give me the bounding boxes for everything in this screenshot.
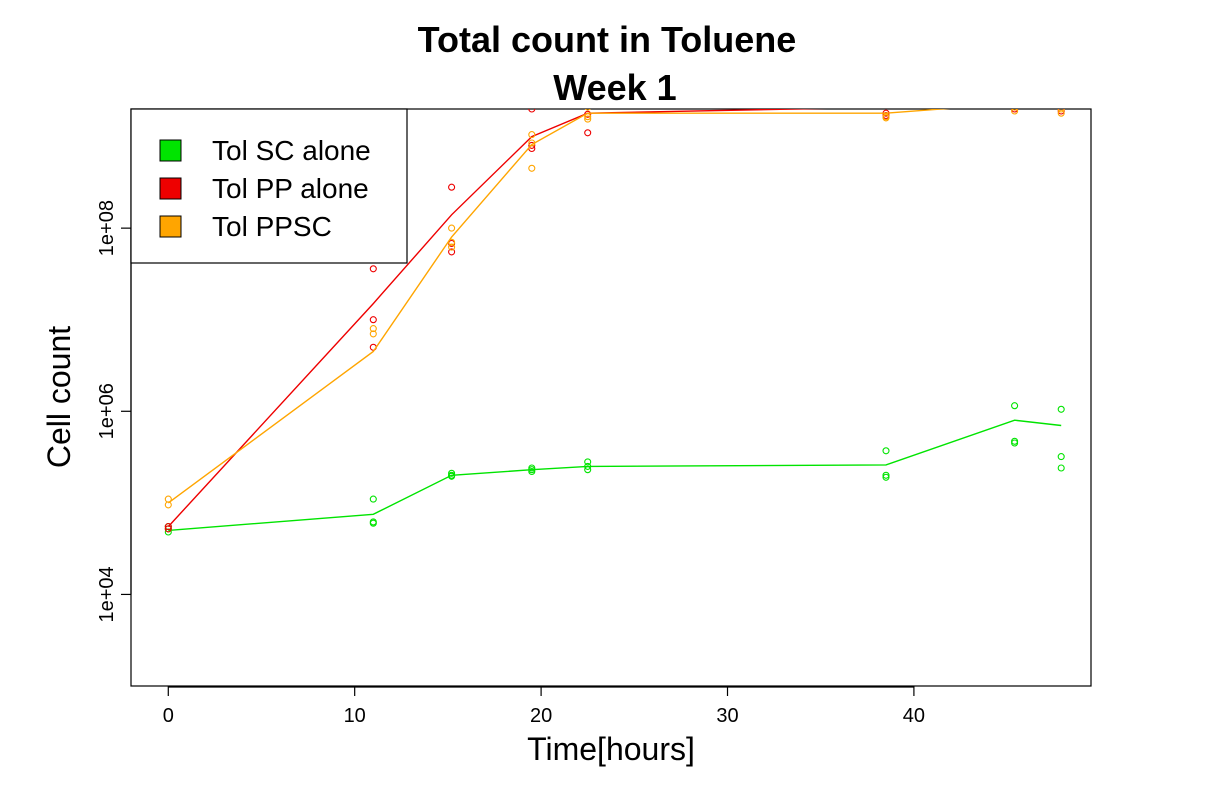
data-point xyxy=(584,109,591,111)
data-point xyxy=(164,525,172,533)
data-point xyxy=(1011,402,1019,410)
data-point xyxy=(164,523,172,531)
data-point xyxy=(528,131,536,139)
data-point xyxy=(369,325,377,333)
x-tick-label: 40 xyxy=(903,705,925,727)
legend-label: Tol SC alone xyxy=(212,135,371,166)
x-tick-label: 0 xyxy=(163,705,174,727)
legend: Tol SC alone Tol PP alone Tol PPSC xyxy=(130,108,408,264)
data-point xyxy=(448,248,456,256)
data-point xyxy=(448,243,456,251)
data-point xyxy=(584,115,592,123)
data-point xyxy=(528,464,536,472)
legend-swatch xyxy=(159,215,182,238)
data-point xyxy=(584,113,592,121)
y-tick-label: 1e+04 xyxy=(96,566,118,622)
data-point xyxy=(1011,109,1018,111)
data-point xyxy=(882,447,890,455)
x-tick-label: 20 xyxy=(530,705,552,727)
series-3 xyxy=(164,90,1065,509)
data-point xyxy=(1011,109,1019,115)
series-line xyxy=(167,109,828,528)
y-tick-label: 1e+08 xyxy=(96,200,118,256)
data-point xyxy=(369,265,377,273)
series-line xyxy=(168,419,1062,532)
data-point xyxy=(584,129,592,137)
data-point xyxy=(882,114,890,122)
data-point xyxy=(882,473,890,481)
data-point xyxy=(1058,78,1064,84)
data-point xyxy=(882,471,890,479)
x-tick-label: 10 xyxy=(344,705,366,727)
data-point xyxy=(1057,464,1065,472)
data-point xyxy=(528,139,536,147)
x-axis-title: Time[hours] xyxy=(527,731,695,767)
chart-title: Total count in Toluene xyxy=(418,19,797,60)
data-point xyxy=(883,84,889,90)
series-line xyxy=(167,109,951,504)
data-point xyxy=(369,518,377,526)
data-point xyxy=(1012,78,1018,84)
data-point xyxy=(369,330,377,338)
data-point xyxy=(1012,102,1018,108)
data-point xyxy=(1011,109,1019,113)
legend-label: Tol PPSC xyxy=(212,211,332,242)
data-point xyxy=(448,238,456,246)
data-point xyxy=(528,164,536,172)
series-layer xyxy=(164,78,1065,536)
data-point xyxy=(1058,102,1064,108)
data-point xyxy=(448,471,456,479)
data-point xyxy=(164,495,172,503)
legend-swatch xyxy=(159,177,182,200)
x-axis: 0 10 20 30 40 xyxy=(163,686,925,727)
data-point xyxy=(369,316,377,324)
data-point xyxy=(448,224,456,232)
data-point xyxy=(883,96,889,102)
data-point xyxy=(1011,437,1019,445)
x-tick-label: 30 xyxy=(716,705,738,727)
data-point xyxy=(1057,109,1065,115)
data-point xyxy=(1057,453,1065,461)
data-point xyxy=(369,495,377,503)
data-point xyxy=(448,469,456,477)
data-point xyxy=(584,466,592,474)
chart-subtitle: Week 1 xyxy=(553,67,676,108)
data-point xyxy=(1057,109,1065,113)
y-axis: 1e+04 1e+06 1e+08 xyxy=(96,200,132,623)
y-axis-title: Cell count xyxy=(41,326,77,468)
data-point xyxy=(1058,96,1064,102)
data-point xyxy=(1057,405,1065,413)
data-point xyxy=(1012,90,1018,96)
series-1 xyxy=(164,402,1065,536)
y-tick-label: 1e+06 xyxy=(96,383,118,439)
data-point xyxy=(528,141,536,149)
legend-swatch xyxy=(159,139,182,162)
legend-label: Tol PP alone xyxy=(212,173,369,204)
data-point xyxy=(1057,109,1065,117)
data-point xyxy=(164,528,172,536)
data-point xyxy=(448,183,456,191)
data-point xyxy=(528,109,536,113)
data-point xyxy=(584,462,592,470)
data-point xyxy=(584,458,592,466)
